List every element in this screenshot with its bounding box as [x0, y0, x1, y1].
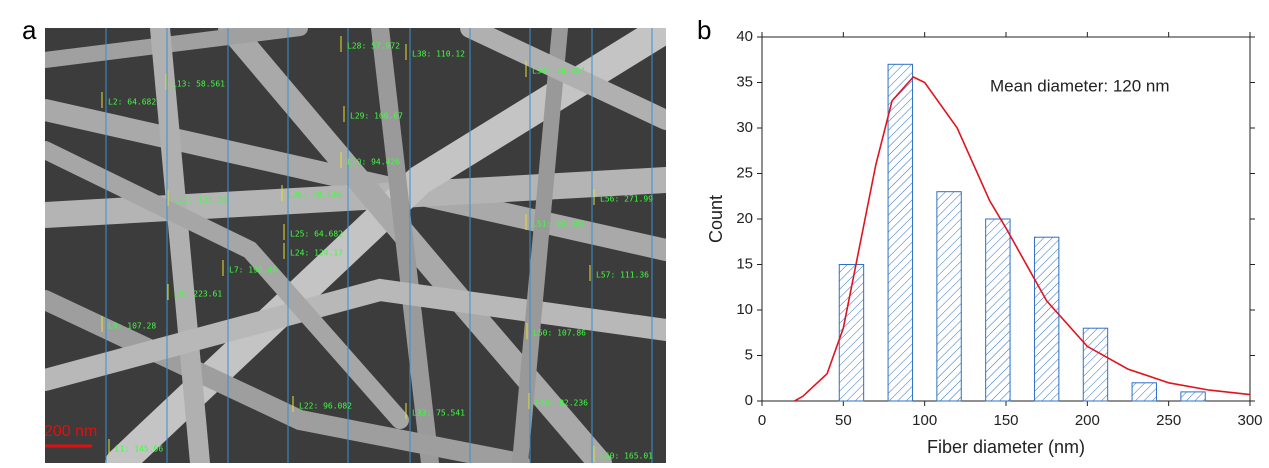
measurement-label: L7: 190.48: [229, 266, 277, 275]
y-tick-label: 20: [736, 210, 753, 227]
y-axis-label: Count: [706, 195, 726, 243]
panel-label: b: [697, 15, 711, 45]
measurement-label: L38: 110.12: [412, 50, 465, 59]
measurement-label: L54: 76.354: [532, 67, 585, 76]
bar: [1180, 391, 1206, 402]
bar: [1082, 327, 1109, 402]
measurement-label: L51: 99.381: [532, 220, 585, 229]
measurement-label: L60: 165.01: [600, 452, 653, 461]
y-tick-label: 5: [745, 346, 753, 363]
panel-label: a: [22, 15, 37, 45]
bar: [887, 63, 913, 402]
y-tick-label: 30: [736, 119, 753, 136]
measurement-label: L22: 96.082: [299, 402, 352, 411]
y-tick-label: 10: [736, 301, 753, 318]
bar: [1131, 382, 1157, 402]
measurement-label: L46: 82.236: [535, 399, 588, 408]
measurement-label: L26: 78.130: [288, 191, 341, 200]
measurement-label: L30: 94.426: [347, 158, 400, 167]
bar: [936, 191, 962, 402]
x-tick-label: 300: [1237, 412, 1262, 429]
x-tick-label: 200: [1075, 412, 1100, 429]
y-tick-label: 15: [736, 255, 753, 272]
bar: [1033, 236, 1060, 402]
x-tick-label: 50: [835, 412, 852, 429]
measurement-label: L12: 123.28: [174, 196, 227, 205]
fit-curve: [794, 76, 1251, 402]
annotation: Mean diameter: 120 nm: [990, 76, 1170, 95]
measurement-label: L56: 271.99: [600, 195, 653, 204]
bar: [985, 218, 1011, 402]
x-tick-label: 250: [1156, 412, 1181, 429]
measurement-label: L50: 107.86: [533, 329, 586, 338]
x-tick-label: 100: [912, 412, 937, 429]
x-axis-label: Fiber diameter (nm): [927, 437, 1085, 457]
measurement-label: L29: 166.67: [350, 112, 403, 121]
measurement-label: L13: 58.561: [172, 80, 225, 89]
measurement-label: L1: 145.96: [115, 445, 163, 454]
sem-image: L2: 64.682 L13: 58.561 L28: 57.972 L38: 110…: [44, 28, 666, 463]
y-tick-label: 25: [736, 164, 753, 181]
y-tick-label: 40: [736, 28, 753, 45]
measurement-label: L8: 223.61: [174, 290, 222, 299]
y-tick-label: 0: [745, 392, 753, 409]
measurement-label: L25: 64.682: [290, 230, 343, 239]
histogram: 0 50 100 150 200 250 300 0 5 10 15 20 25 30 35 40 Mean d…: [706, 28, 1263, 457]
measurement-label: L33: 75.541: [412, 409, 465, 418]
x-tick-label: 150: [993, 412, 1018, 429]
measurement-label: L9: 107.28: [108, 322, 156, 331]
measurement-label: L24: 124.17: [290, 249, 343, 258]
measurement-label: L57: 111.36: [596, 271, 649, 280]
measurement-label: L2: 64.682: [108, 98, 156, 107]
measurement-label: L28: 57.972: [347, 42, 400, 51]
x-tick-label: 0: [758, 412, 766, 429]
y-tick-label: 35: [736, 73, 753, 90]
scale-bar-label: 200 nm: [44, 423, 97, 440]
